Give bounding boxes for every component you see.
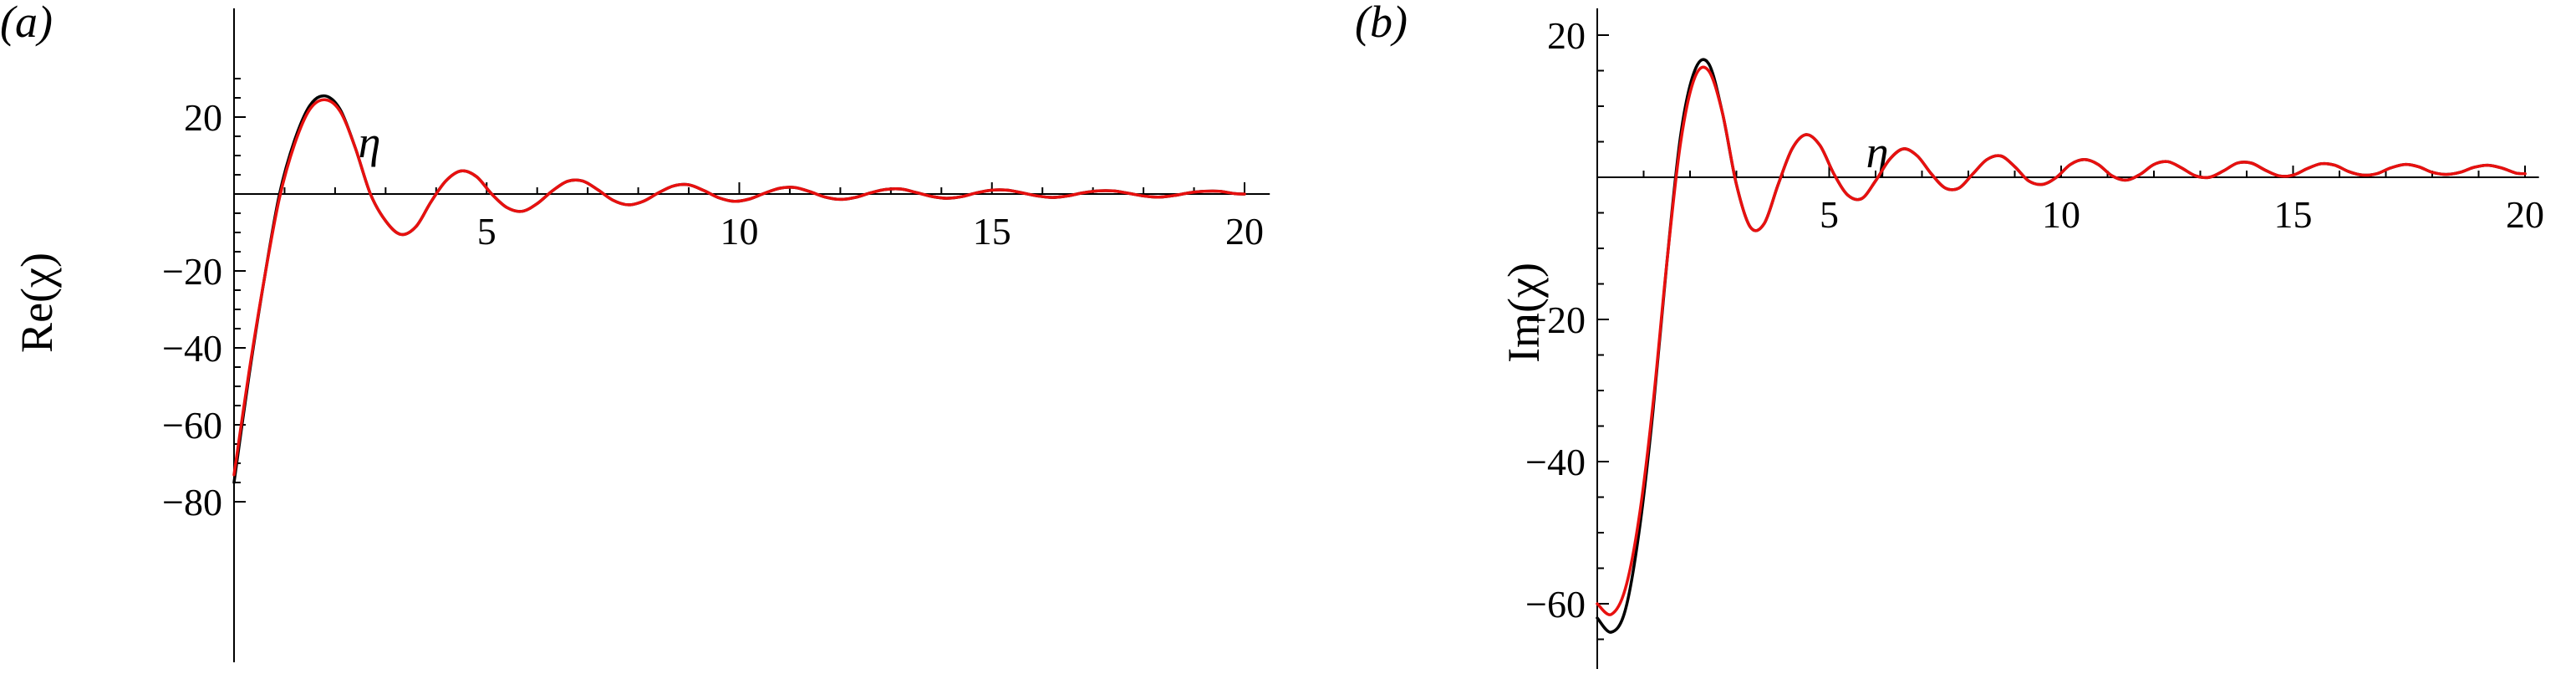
panel-b-series-line-red [1596, 65, 2527, 616]
panel-a-chart: (a) Re(χ) η 5 10 15 20 20 −20 −40 −60 −80 [0, 0, 1270, 662]
panel-a-axes: 5 10 15 20 20 −20 −40 −60 −80 [162, 8, 1270, 662]
panel-a-y-axis-title: Re(χ) [12, 253, 62, 353]
panel-a-x-tick-label: 15 [973, 210, 1011, 253]
panel-b-x-tick-label: 20 [2506, 193, 2544, 236]
panel-a-x-tick-label: 10 [720, 210, 759, 253]
panel-a-y-tick-label: −20 [162, 250, 222, 293]
panel-b-y-tick-label: −60 [1525, 583, 1586, 625]
panel-b-series-line-black [1596, 58, 2527, 634]
panel-b-y-tick-label: 20 [1547, 14, 1586, 57]
panel-b-x-axis-title: η [1866, 127, 1889, 177]
panel-a-series-line-red [232, 98, 1246, 477]
panel-b-axes: 5 10 15 20 20 −20 −40 −60 [1525, 8, 2544, 669]
panel-a-series-line-black [232, 94, 1246, 484]
panel-b-chart: (b) Im(χ) η 5 10 15 20 20 −20 −40 −60 [1355, 0, 2544, 669]
panel-b-y-tick-label: −40 [1525, 441, 1586, 483]
panel-a-y-tick-label: 20 [184, 96, 222, 139]
panel-b-x-tick-label: 5 [1820, 193, 1839, 236]
panel-a-x-axis-title: η [359, 117, 381, 167]
panel-a-x-tick-label: 20 [1225, 210, 1264, 253]
panel-b-label: (b) [1355, 0, 1408, 47]
panel-b-series [1596, 58, 2527, 634]
panel-a-y-tick-label: −60 [162, 404, 222, 447]
panel-b-x-tick-label: 10 [2042, 193, 2080, 236]
panel-a-y-tick-label: −40 [162, 327, 222, 370]
panel-a-y-tick-label: −80 [162, 481, 222, 523]
panel-b-y-axis-title: Im(χ) [1499, 263, 1549, 363]
panel-b-y-tick-label: −20 [1525, 299, 1586, 341]
panel-a-x-tick-label: 5 [477, 210, 496, 253]
panel-a-series [232, 94, 1246, 484]
panel-b-x-tick-label: 15 [2274, 193, 2313, 236]
panel-a-label: (a) [0, 0, 53, 47]
